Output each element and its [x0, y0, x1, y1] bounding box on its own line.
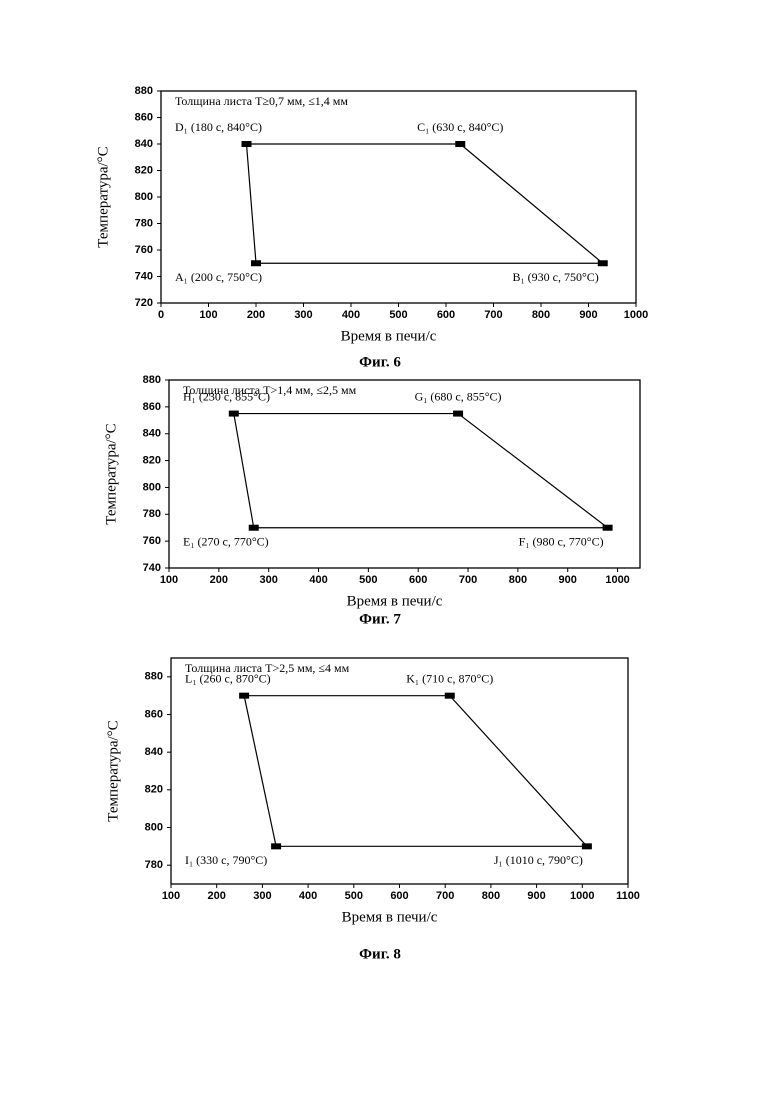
data-point: [251, 260, 261, 266]
x-tick-label: 400: [342, 309, 360, 321]
data-line: [247, 144, 603, 263]
x-axis-label: Время в печи/с: [342, 909, 438, 925]
data-point: [598, 260, 608, 266]
y-tick-label: 820: [135, 164, 153, 176]
y-tick-label: 780: [135, 217, 153, 229]
x-tick-label: 600: [409, 574, 427, 586]
y-tick-label: 820: [145, 784, 163, 796]
data-point: [582, 843, 592, 849]
y-axis-label: Температура/°C: [95, 146, 111, 247]
figure-caption: Фиг. 8: [359, 946, 401, 962]
y-tick-label: 800: [143, 481, 161, 493]
point-label: H₁ (230 с, 855°C): [183, 389, 270, 403]
point-label: K₁ (710 с, 870°C): [406, 671, 493, 685]
data-line: [234, 414, 608, 528]
point-label: D₁ (180 с, 840°C): [175, 120, 262, 134]
x-tick-label: 1000: [570, 890, 594, 902]
x-tick-label: 1100: [616, 890, 640, 902]
data-point: [229, 411, 239, 417]
x-tick-label: 700: [459, 574, 477, 586]
y-tick-label: 860: [143, 401, 161, 413]
data-point: [239, 693, 249, 699]
point-label: C₁ (630 с, 840°C): [417, 120, 503, 134]
x-tick-label: 100: [199, 309, 217, 321]
x-tick-label: 200: [208, 890, 226, 902]
x-tick-label: 300: [294, 309, 312, 321]
y-tick-label: 760: [135, 244, 153, 256]
point-label: A₁ (200 с, 750°C): [175, 270, 262, 284]
x-tick-label: 300: [260, 574, 278, 586]
y-tick-label: 840: [143, 428, 161, 440]
x-tick-label: 500: [389, 309, 407, 321]
y-tick-label: 740: [135, 270, 153, 282]
x-tick-label: 900: [579, 309, 597, 321]
plot-frame: [171, 658, 628, 884]
point-label: B₁ (930 с, 750°C): [512, 270, 598, 284]
x-tick-label: 0: [158, 309, 164, 321]
x-tick-label: 700: [484, 309, 502, 321]
y-tick-label: 740: [143, 562, 161, 574]
x-tick-label: 200: [210, 574, 228, 586]
data-point: [453, 411, 463, 417]
point-label: J₁ (1010 с, 790°C): [494, 853, 583, 867]
x-axis-label: Время в печи/с: [347, 593, 443, 609]
x-tick-label: 1000: [605, 574, 629, 586]
y-axis-label: Температура/°C: [103, 423, 119, 524]
y-tick-label: 800: [135, 191, 153, 203]
data-point: [242, 141, 252, 147]
y-tick-label: 880: [143, 374, 161, 386]
data-line: [244, 696, 587, 847]
y-tick-label: 880: [135, 85, 153, 97]
point-label: E₁ (270 с, 770°C): [183, 534, 269, 548]
y-axis-label: Температура/°C: [105, 720, 121, 821]
x-tick-label: 700: [436, 890, 454, 902]
x-tick-label: 800: [532, 309, 550, 321]
data-point: [445, 693, 455, 699]
x-tick-label: 800: [482, 890, 500, 902]
data-point: [603, 525, 613, 531]
y-tick-label: 860: [135, 111, 153, 123]
x-tick-label: 1000: [624, 309, 648, 321]
y-tick-label: 860: [145, 708, 163, 720]
x-tick-label: 500: [359, 574, 377, 586]
x-tick-label: 400: [299, 890, 317, 902]
x-tick-label: 100: [162, 890, 180, 902]
data-point: [249, 525, 259, 531]
x-tick-label: 100: [160, 574, 178, 586]
x-tick-label: 200: [247, 309, 265, 321]
x-tick-label: 400: [309, 574, 327, 586]
point-label: I₁ (330 с, 790°C): [185, 853, 267, 867]
x-tick-label: 600: [390, 890, 408, 902]
figure-caption: Фиг. 6: [359, 354, 401, 370]
x-tick-label: 900: [559, 574, 577, 586]
annotation: Толщина листа T≥0,7 мм, ≤1,4 мм: [175, 94, 348, 108]
x-tick-label: 800: [509, 574, 527, 586]
point-label: G₁ (680 с, 855°C): [415, 389, 502, 403]
data-point: [271, 843, 281, 849]
x-tick-label: 500: [345, 890, 363, 902]
y-tick-label: 820: [143, 454, 161, 466]
y-tick-label: 720: [135, 297, 153, 309]
y-tick-label: 880: [145, 671, 163, 683]
point-label: L₁ (260 с, 870°C): [185, 671, 271, 685]
x-tick-label: 900: [527, 890, 545, 902]
point-label: F₁ (980 с, 770°C): [519, 534, 604, 548]
x-tick-label: 600: [437, 309, 455, 321]
y-tick-label: 780: [143, 508, 161, 520]
x-tick-label: 300: [253, 890, 271, 902]
x-axis-label: Время в печи/с: [341, 328, 437, 344]
y-tick-label: 760: [143, 535, 161, 547]
y-tick-label: 840: [145, 746, 163, 758]
figure-caption: Фиг. 7: [359, 611, 401, 627]
y-tick-label: 840: [135, 138, 153, 150]
y-tick-label: 780: [145, 859, 163, 871]
data-point: [455, 141, 465, 147]
y-tick-label: 800: [145, 821, 163, 833]
